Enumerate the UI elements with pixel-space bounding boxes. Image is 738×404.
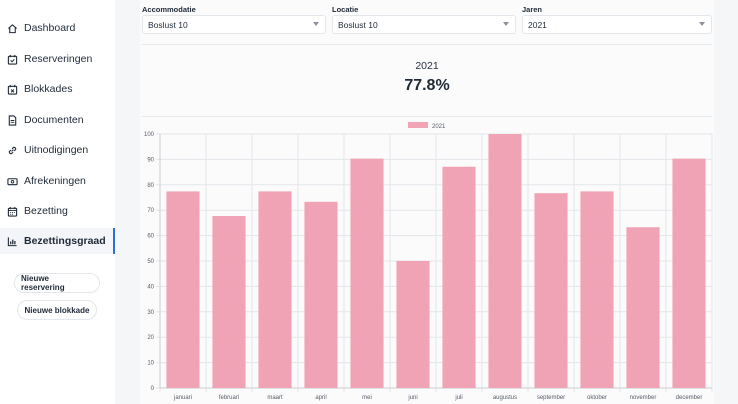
- x-tick-label: april: [315, 395, 326, 401]
- sidebar-item-label: Bezettingsgraad: [24, 235, 106, 247]
- bar-november[interactable]: [626, 227, 660, 388]
- sidebar: Dashboard Reserveringen Blokkades Docume…: [0, 0, 115, 404]
- bar-februari[interactable]: [212, 216, 246, 388]
- sidebar-item-bezettingsgraad[interactable]: Bezettingsgraad: [0, 228, 115, 254]
- sidebar-item-label: Uitnodigingen: [24, 144, 89, 156]
- x-tick-label: juli: [454, 395, 462, 401]
- y-tick-label: 0: [151, 386, 155, 392]
- chevron-down-icon: [313, 22, 319, 26]
- sidebar-item-documenten[interactable]: Documenten: [0, 107, 115, 133]
- x-tick-label: maart: [267, 395, 283, 401]
- link-icon: [6, 144, 18, 156]
- chevron-down-icon: [503, 22, 509, 26]
- money-icon: [6, 175, 18, 187]
- bar-december[interactable]: [672, 158, 706, 388]
- legend-swatch[interactable]: [408, 122, 428, 128]
- y-tick-label: 100: [144, 132, 155, 138]
- years-value: 2021: [528, 19, 547, 30]
- sidebar-item-uitnodigingen[interactable]: Uitnodigingen: [0, 137, 115, 163]
- sidebar-item-blokkades[interactable]: Blokkades: [0, 76, 115, 102]
- sidebar-item-label: Documenten: [24, 114, 84, 126]
- y-tick-label: 20: [147, 335, 154, 341]
- accommodation-select[interactable]: Boslust 10: [142, 15, 326, 34]
- location-select[interactable]: Boslust 10: [332, 15, 516, 34]
- y-tick-label: 50: [147, 259, 154, 265]
- calendar-icon: [6, 205, 18, 217]
- bar-maart[interactable]: [258, 191, 292, 388]
- bar-mei[interactable]: [350, 158, 384, 388]
- bar-juni[interactable]: [396, 261, 430, 388]
- y-tick-label: 30: [147, 310, 154, 316]
- chevron-down-icon: [699, 22, 705, 26]
- x-tick-label: januari: [173, 395, 192, 401]
- new-reservation-button[interactable]: Nieuwe reservering: [14, 273, 100, 293]
- y-tick-label: 80: [147, 183, 154, 189]
- x-tick-label: november: [630, 395, 657, 401]
- accommodation-label: Accommodatie: [142, 5, 196, 14]
- y-tick-label: 60: [147, 234, 154, 240]
- chart-ticks: 0 10 20 30 40 50 60 70 80 90 100 januari februari maa…: [144, 132, 702, 401]
- document-icon: [6, 114, 18, 126]
- sidebar-item-dashboard[interactable]: Dashboard: [0, 15, 115, 41]
- bar-augustus[interactable]: [488, 134, 522, 388]
- x-tick-label: oktober: [587, 395, 607, 401]
- calendar-x-icon: [6, 83, 18, 95]
- chart-grid: [156, 133, 713, 392]
- y-tick-label: 40: [147, 284, 154, 290]
- x-tick-label: mei: [362, 395, 372, 401]
- sidebar-item-label: Afrekeningen: [24, 175, 86, 187]
- new-block-button[interactable]: Nieuwe blokkade: [17, 300, 97, 320]
- x-tick-label: december: [676, 395, 703, 401]
- divider: [142, 44, 712, 45]
- years-label: Jaren: [522, 5, 543, 14]
- divider: [142, 116, 712, 117]
- x-tick-label: juni: [407, 395, 417, 401]
- calendar-check-icon: [6, 53, 18, 65]
- bar-april[interactable]: [304, 201, 338, 388]
- sidebar-item-label: Reserveringen: [24, 53, 93, 65]
- sidebar-item-reserveringen[interactable]: Reserveringen: [0, 46, 115, 72]
- bar-januari[interactable]: [166, 191, 200, 388]
- location-value: Boslust 10: [338, 19, 378, 30]
- chart-bars: [166, 134, 706, 388]
- sidebar-item-label: Bezetting: [24, 205, 68, 217]
- years-select[interactable]: 2021: [522, 15, 712, 34]
- chart-legend: 2021: [408, 122, 446, 130]
- y-tick-label: 90: [147, 157, 154, 163]
- y-tick-label: 70: [147, 208, 154, 214]
- legend-label: 2021: [432, 124, 446, 130]
- x-tick-label: september: [537, 395, 565, 401]
- sidebar-item-bezetting[interactable]: Bezetting: [0, 198, 115, 224]
- home-icon: [6, 22, 18, 34]
- bar-chart-icon: [6, 235, 18, 247]
- y-tick-label: 10: [147, 361, 154, 367]
- sidebar-item-afrekeningen[interactable]: Afrekeningen: [0, 168, 115, 194]
- bar-juli[interactable]: [442, 166, 476, 388]
- summary-occupancy-value: 77.8%: [404, 77, 450, 94]
- bar-september[interactable]: [534, 193, 568, 388]
- location-label: Locatie: [332, 5, 359, 14]
- accommodation-value: Boslust 10: [148, 19, 188, 30]
- sidebar-item-label: Dashboard: [24, 22, 76, 34]
- x-tick-label: februari: [219, 395, 239, 401]
- sidebar-item-label: Blokkades: [24, 83, 73, 95]
- summary-year: 2021: [415, 60, 439, 72]
- bar-oktober[interactable]: [580, 191, 614, 388]
- x-tick-label: augustus: [493, 395, 517, 401]
